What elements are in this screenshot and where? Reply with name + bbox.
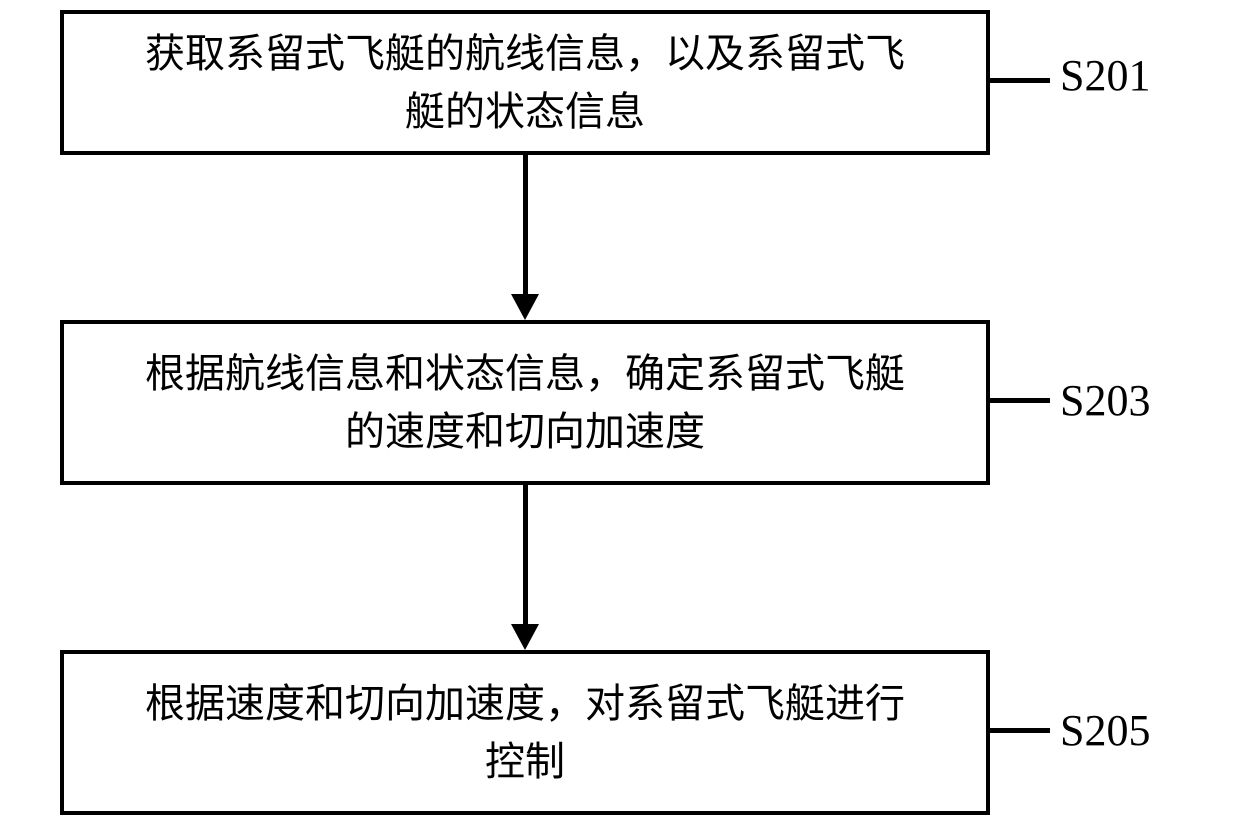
flow-node-1-text: 获取系留式飞艇的航线信息，以及系留式飞 艇的状态信息 (145, 25, 905, 141)
flow-node-1-label: S201 (1060, 50, 1150, 101)
flow-node-3-label: S205 (1060, 705, 1150, 756)
flow-node-1-connector (990, 78, 1050, 83)
flow-node-1: 获取系留式飞艇的航线信息，以及系留式飞 艇的状态信息 (60, 10, 990, 155)
flow-node-2: 根据航线信息和状态信息，确定系留式飞艇 的速度和切向加速度 (60, 320, 990, 485)
flow-node-3-connector (990, 728, 1050, 733)
flow-node-3: 根据速度和切向加速度，对系留式飞艇进行 控制 (60, 650, 990, 815)
arrow-1-2-head (511, 294, 539, 320)
arrow-2-3-head (511, 624, 539, 650)
flow-node-2-connector (990, 398, 1050, 403)
flow-node-3-text: 根据速度和切向加速度，对系留式飞艇进行 控制 (145, 675, 905, 791)
arrow-1-2-line (523, 155, 528, 294)
arrow-2-3-line (523, 485, 528, 624)
flow-node-2-text: 根据航线信息和状态信息，确定系留式飞艇 的速度和切向加速度 (145, 345, 905, 461)
flow-node-2-label: S203 (1060, 375, 1150, 426)
